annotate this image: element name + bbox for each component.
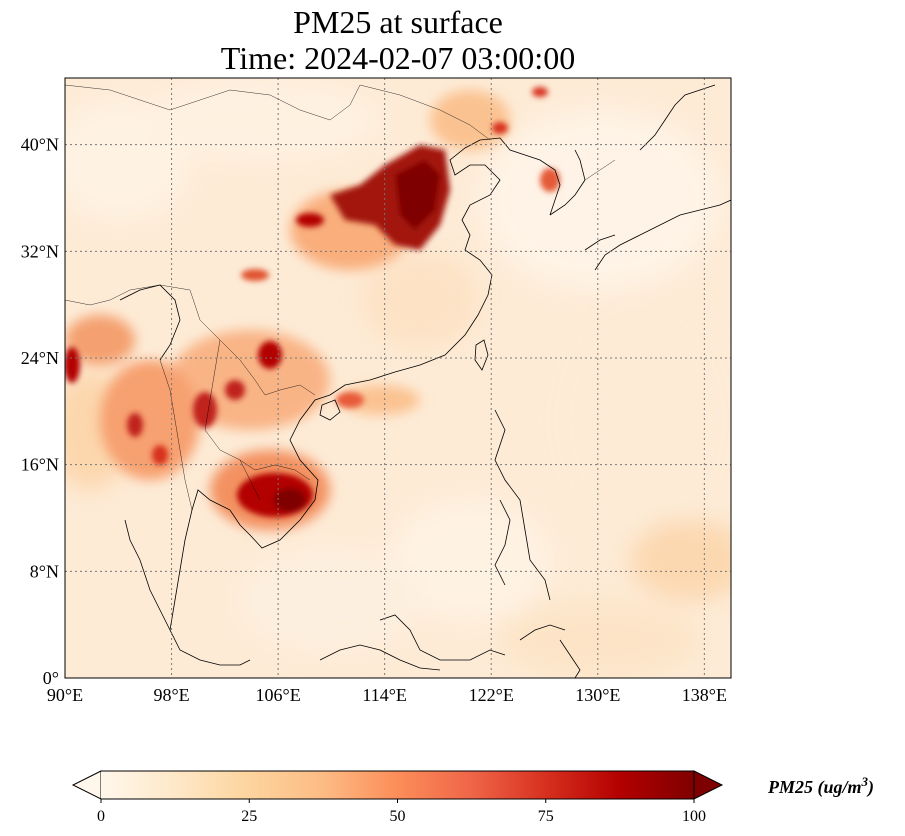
- lon-tick-label: 138°E: [682, 685, 727, 705]
- map-frame: [64, 77, 732, 679]
- colorbar-label-superscript: 3: [861, 774, 869, 789]
- coastlines: [119, 84, 731, 678]
- colorbar: 0 25 50 75 100 PM25 (ug/m3): [71, 770, 874, 825]
- lon-tick-label: 106°E: [256, 685, 301, 705]
- lon-tick-label: 122°E: [469, 685, 514, 705]
- colorbar-tick-label: 50: [390, 808, 406, 825]
- colorbar-max-extend-arrow: [693, 770, 724, 800]
- lon-tick-label: 98°E: [153, 685, 189, 705]
- colorbar-gradient: [101, 771, 694, 799]
- lon-tick-label: 90°E: [47, 685, 83, 705]
- lat-tick-label: 16°N: [21, 455, 59, 475]
- colorbar-min-extend-arrow: [71, 770, 102, 800]
- latitude-tick-labels: 0° 8°N 16°N 24°N 32°N 40°N: [21, 135, 59, 688]
- country-borders: [65, 84, 616, 511]
- colorbar-tick-label: 75: [538, 808, 554, 825]
- lat-tick-label: 32°N: [21, 241, 59, 261]
- lat-tick-label: 40°N: [21, 135, 59, 155]
- lat-tick-label: 8°N: [30, 561, 59, 581]
- lat-tick-label: 24°N: [21, 348, 59, 368]
- lon-tick-label: 130°E: [575, 685, 620, 705]
- longitude-tick-labels: 90°E 98°E 106°E 114°E 122°E 130°E 138°E: [47, 685, 727, 705]
- colorbar-label-close: ): [866, 777, 874, 798]
- lat-tick-label: 0°: [43, 668, 59, 688]
- colorbar-label-text: PM25 (ug/m: [767, 777, 862, 798]
- colorbar-tick-label: 25: [241, 808, 257, 825]
- map-title-line2: Time: 2024-02-07 03:00:00: [220, 40, 576, 76]
- map-title-line1: PM25 at surface: [293, 4, 503, 40]
- pm25-field: [65, 78, 731, 678]
- lon-tick-label: 114°E: [362, 685, 407, 705]
- colorbar-tick-label: 0: [97, 808, 105, 825]
- colorbar-tick-label: 100: [682, 808, 706, 825]
- colorbar-ticks: 0 25 50 75 100: [97, 799, 706, 825]
- colorbar-label: PM25 (ug/m3): [767, 774, 874, 798]
